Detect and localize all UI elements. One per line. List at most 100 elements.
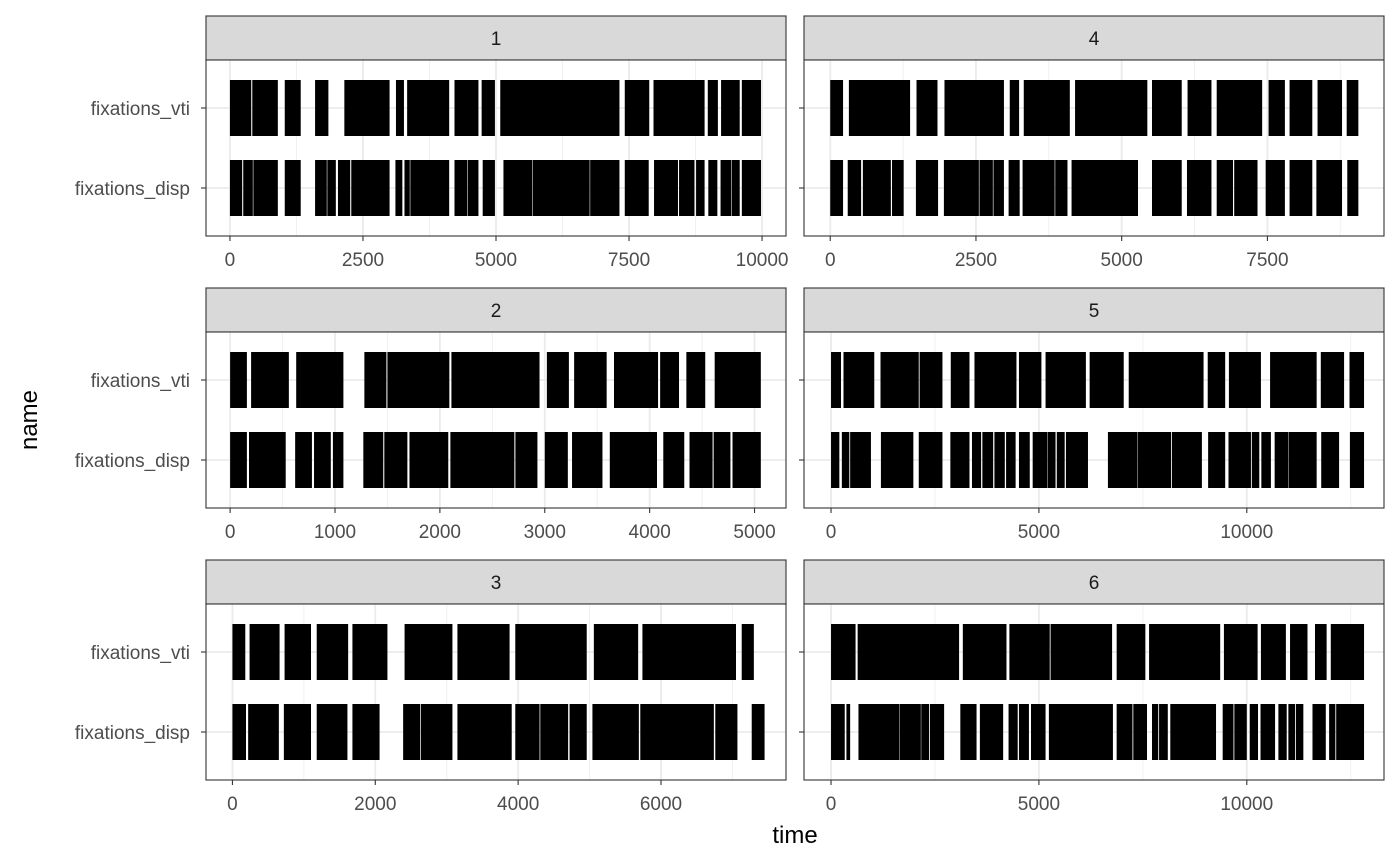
panel-border: [803, 59, 1385, 237]
fixation-segment: [352, 624, 388, 680]
fixation-segment: [1349, 352, 1365, 408]
fixation-segment: [715, 704, 738, 760]
x-tick-label: 2500: [342, 250, 384, 271]
fixation-segment: [1208, 432, 1226, 488]
fixation-segment: [1137, 432, 1172, 488]
fixation-segment: [546, 352, 569, 408]
fixation-segment: [929, 704, 945, 760]
fixation-segment: [642, 624, 736, 680]
fixation-segment: [962, 624, 1007, 680]
facet-strip-label: 4: [1089, 29, 1100, 50]
fixation-segment: [515, 704, 540, 760]
fixation-segment: [1133, 704, 1148, 760]
fixation-segment: [251, 352, 289, 408]
fixation-segment: [1048, 704, 1113, 760]
fixation-segment: [229, 160, 243, 216]
fixation-segment: [1032, 432, 1048, 488]
panel-border: [803, 331, 1385, 509]
fixation-segment: [831, 352, 842, 408]
x-tick-label: 5000: [1101, 250, 1143, 271]
fixation-segment: [1149, 624, 1221, 680]
fixation-segment: [1270, 352, 1317, 408]
fixation-segment: [862, 160, 891, 216]
fixation-segment: [404, 624, 453, 680]
panel-border: [205, 331, 787, 509]
fixation-segment: [653, 80, 705, 136]
fixation-segment: [1268, 80, 1285, 136]
fixation-segment: [1018, 352, 1042, 408]
fixation-segment: [1152, 704, 1159, 760]
fixation-segment: [640, 704, 714, 760]
fixation-segment: [1288, 432, 1317, 488]
fixation-segment: [407, 80, 450, 136]
fixation-segment: [230, 432, 247, 488]
fixation-segment: [1107, 432, 1138, 488]
fixation-segment: [720, 160, 732, 216]
fixation-segment: [515, 432, 538, 488]
facet-strip: [803, 15, 1385, 61]
fixation-segment: [593, 624, 639, 680]
x-tick-label: 1000: [314, 522, 356, 543]
fixation-segment: [387, 352, 450, 408]
fixation-segment: [847, 160, 862, 216]
fixation-segment: [830, 80, 844, 136]
x-axis-title: time: [772, 822, 817, 849]
fixation-segment: [232, 624, 246, 680]
fixation-segment: [892, 160, 904, 216]
fixation-segment: [654, 160, 678, 216]
fixation-segment: [230, 352, 247, 408]
y-tick-label: fixations_vti: [91, 371, 190, 392]
fixation-segment: [481, 80, 495, 136]
facet-strip-label: 1: [491, 29, 502, 50]
fixation-segment: [295, 432, 312, 488]
fixation-segment: [451, 352, 540, 408]
x-tick-label: 6000: [640, 794, 682, 815]
fixation-segment: [1023, 80, 1070, 136]
facet-strip: [803, 287, 1385, 333]
fixation-segment: [831, 624, 856, 680]
fixation-segment: [960, 704, 977, 760]
fixation-segment: [1336, 704, 1365, 760]
facet-panel: 1 0 2500 5000 7500 10000 fixations_vti fixation…: [75, 15, 788, 271]
fixation-segment: [248, 704, 279, 760]
fixation-segment: [316, 704, 348, 760]
fixation-segment: [1207, 352, 1226, 408]
fixation-segment: [1290, 624, 1308, 680]
fixation-segment: [714, 352, 761, 408]
x-tick-label: 2500: [955, 250, 997, 271]
facet-strip-label: 6: [1089, 573, 1100, 594]
fixation-segment: [713, 432, 731, 488]
fixation-segment: [1346, 80, 1359, 136]
fixation-segment: [1089, 352, 1124, 408]
fixation-segment: [848, 80, 911, 136]
fixation-segment: [899, 704, 921, 760]
fixation-segment: [540, 704, 569, 760]
fixation-segment: [344, 80, 390, 136]
facet-strip: [205, 15, 787, 61]
fixation-segment: [352, 704, 380, 760]
x-tick-label: 5000: [475, 250, 517, 271]
fixation-segment: [950, 432, 970, 488]
fixation-segment: [1329, 704, 1336, 760]
fixation-segment: [395, 160, 403, 216]
fixation-segment: [994, 432, 1005, 488]
fixation-segment: [843, 352, 875, 408]
fixation-segment: [943, 160, 979, 216]
fixation-segment: [296, 352, 344, 408]
facet-panels: 10 2500 5000 7500 10000fixations_vtifixation…: [75, 15, 1385, 815]
facet-strip: [205, 559, 787, 605]
fixation-segment: [1216, 80, 1263, 136]
fixation-segment: [1008, 704, 1018, 760]
x-tick-label: 4000: [497, 794, 539, 815]
y-tick-label: fixations_disp: [75, 179, 190, 200]
x-tick-label: 2000: [354, 794, 396, 815]
fixation-segment: [624, 80, 650, 136]
fixation-segment: [979, 160, 993, 216]
fixation-segment: [1330, 624, 1365, 680]
fixation-segment: [880, 432, 914, 488]
fixation-segment: [316, 624, 349, 680]
fixation-segment: [404, 160, 410, 216]
fixation-segment: [421, 704, 453, 760]
fixation-segment: [1022, 160, 1055, 216]
